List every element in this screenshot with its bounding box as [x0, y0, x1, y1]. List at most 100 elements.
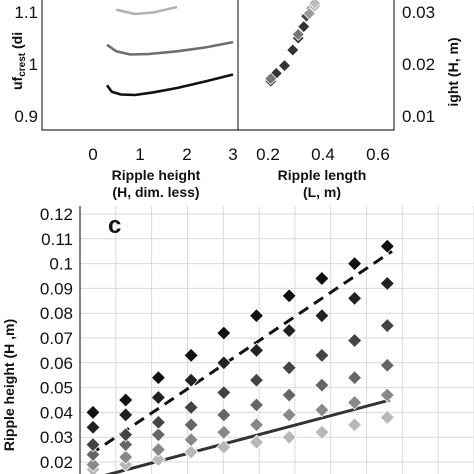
data-point — [314, 402, 330, 418]
series-line — [105, 73, 234, 97]
y-tick-label: 0.03 — [40, 428, 73, 447]
x-tick-label: 0 — [88, 145, 97, 164]
data-point — [150, 389, 166, 406]
x-tick-label: 0.4 — [311, 145, 335, 164]
data-point — [379, 387, 395, 403]
panel-b: 0.01 0.02 0.03 0.2 0.4 0.6 Ripple length… — [237, 0, 461, 200]
y-tick-label: 0.05 — [40, 379, 73, 398]
data-point — [216, 325, 232, 341]
data-point — [183, 347, 199, 363]
data-point — [85, 437, 101, 453]
data-point — [379, 357, 395, 373]
data-point — [150, 370, 166, 386]
data-point — [308, 0, 322, 10]
y-tick-label: 0.09 — [40, 279, 73, 298]
y-tick-label: 0.03 — [402, 3, 435, 22]
data-point — [183, 432, 199, 448]
data-point — [248, 417, 265, 433]
data-point — [281, 322, 297, 339]
y-tick-label: 0.04 — [40, 403, 73, 422]
series-line — [106, 40, 234, 56]
data-point — [314, 347, 330, 363]
data-point — [314, 270, 330, 287]
x-tick-label: 0.2 — [256, 145, 280, 164]
data-point — [379, 318, 395, 334]
data-point — [347, 332, 363, 349]
data-point — [347, 290, 363, 306]
panel-c: 0.12 0.11 0.1 0.09 0.08 0.07 0.06 0.05 0.04 0.03 0… — [1, 205, 474, 474]
y-tick-label: 0.1 — [49, 255, 73, 274]
trend-line-dashed — [89, 249, 393, 456]
data-point — [216, 439, 232, 455]
y-tick-label: 0.9 — [14, 107, 38, 126]
panel-a-y-tick-labels: 0.9 1 1.1 — [14, 3, 38, 126]
data-point — [183, 417, 199, 433]
panel-a-x-label-line2: (H, dim. less) — [112, 184, 199, 200]
data-point — [183, 372, 199, 388]
data-point — [314, 377, 330, 393]
data-point — [248, 434, 265, 450]
panel-b-x-label-line2: (L, m) — [303, 184, 341, 200]
data-point — [118, 437, 134, 453]
y-tick-label: 0.12 — [40, 205, 73, 224]
data-point — [118, 392, 134, 408]
data-point — [347, 394, 363, 411]
y-tick-label: 1 — [29, 55, 38, 74]
panel-b-x-tick-labels: 0.2 0.4 0.6 — [256, 145, 390, 164]
x-tick-label: 3 — [228, 145, 237, 164]
panel-c-y-tick-labels: 0.12 0.11 0.1 0.09 0.08 0.07 0.06 0.05 0.04 0.03 0… — [40, 205, 73, 472]
data-point — [150, 427, 166, 443]
data-point — [347, 256, 363, 272]
data-point — [286, 43, 300, 57]
data-point — [281, 288, 297, 304]
panel-b-y-label: ight (H, m) — [445, 37, 461, 106]
data-point — [248, 397, 265, 413]
panel-c-points — [85, 238, 395, 474]
y-tick-label: 0.11 — [41, 230, 73, 249]
panel-a-y-label: ufcrest (di — [9, 32, 28, 90]
data-point — [379, 275, 395, 292]
data-point — [183, 444, 199, 460]
panel-b-points — [264, 0, 322, 88]
data-point — [85, 419, 101, 435]
data-point — [314, 308, 330, 324]
data-point — [302, 7, 316, 21]
panel-c-letter: c — [108, 212, 121, 239]
data-point — [85, 456, 101, 473]
trend-line-solid — [104, 398, 391, 474]
y-tick-label: 1.1 — [14, 3, 38, 22]
data-point — [281, 429, 297, 445]
panel-c-grid — [80, 206, 474, 474]
panel-a-plot-frame — [41, 0, 239, 131]
panel-b-x-label-line1: Ripple length — [278, 167, 367, 183]
data-point — [150, 414, 166, 430]
data-point — [118, 449, 134, 465]
y-tick-label: 0.07 — [40, 329, 73, 348]
x-tick-label: 0.6 — [366, 145, 390, 164]
data-point — [347, 370, 363, 386]
data-point — [277, 59, 292, 73]
data-point — [248, 342, 265, 358]
x-tick-label: 2 — [182, 145, 191, 164]
data-point — [379, 238, 395, 254]
series-line — [116, 5, 178, 16]
data-point — [297, 20, 311, 34]
data-point — [264, 72, 278, 86]
panel-a-x-tick-labels: 0 1 2 3 — [88, 145, 237, 164]
panel-b-y-tick-labels: 0.01 0.02 0.03 — [402, 3, 435, 126]
data-point — [281, 387, 297, 403]
y-tick-label: 0.01 — [402, 107, 435, 126]
panel-c-trend-lines — [89, 249, 393, 474]
data-point — [85, 446, 101, 463]
y-tick-label: 0.08 — [40, 304, 73, 323]
data-point — [216, 424, 232, 440]
data-point — [248, 308, 265, 324]
data-point — [248, 372, 265, 388]
data-point — [118, 407, 134, 423]
data-point — [118, 427, 134, 443]
y-tick-label: 0.06 — [40, 354, 73, 373]
data-point — [281, 407, 297, 423]
data-point — [150, 442, 166, 458]
data-point — [379, 409, 395, 425]
